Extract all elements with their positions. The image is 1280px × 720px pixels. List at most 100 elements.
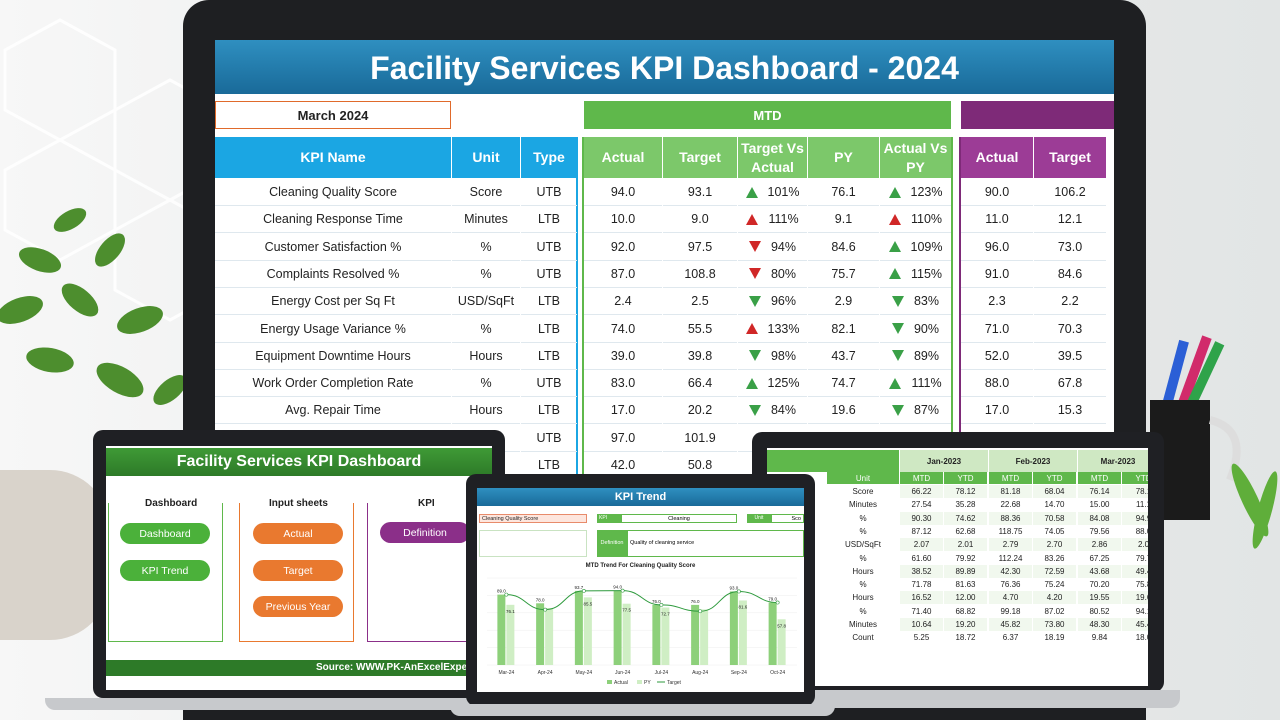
kpi-row-unit-text: % — [480, 321, 492, 336]
actual-button[interactable]: Actual — [253, 523, 343, 544]
sheet-unit-cell: Minutes — [848, 620, 877, 629]
chart-bar-actual — [652, 604, 661, 665]
kpi-row-ytd-actual-text: 2.3 — [988, 294, 1006, 309]
dashboard-button[interactable]: Dashboard — [120, 523, 210, 544]
kpi-row-4-tva: 96% — [738, 288, 807, 316]
sheet-value-cell: 88.36 — [989, 511, 1032, 525]
kpi-row-3-unit: % — [452, 261, 520, 288]
kpi-row-7-py: 74.7 — [808, 370, 879, 398]
sheet-value-cell: 84.08 — [1078, 511, 1121, 525]
kpi-row-type-text: UTB — [536, 239, 562, 254]
kpi-row-type-text: LTB — [538, 403, 560, 418]
arrow-down-icon — [891, 295, 904, 307]
chart-bar-py — [777, 619, 786, 665]
chart-bar-actual — [497, 594, 506, 665]
kpi-row-6-avp: 89% — [880, 343, 951, 370]
kpi-row-3-ytd-target: 84.6 — [1034, 261, 1106, 288]
kpi-row-unit-text: Hours — [469, 403, 503, 418]
kpi-row-ytd-target-text: 67.8 — [1057, 376, 1083, 391]
kpi-row-py-text: 19.6 — [831, 403, 856, 418]
chart-data-label: 94.0 — [613, 585, 622, 590]
kpi-row-8-unit: Hours — [452, 397, 520, 425]
sheet-value-cell: 112.24 — [989, 551, 1032, 565]
sheet-unit-cell: Count — [852, 633, 874, 643]
kpi-row-py-text: 76.1 — [831, 185, 856, 199]
nav-group-kpi-label: KPI — [414, 498, 439, 509]
sheet-value-cell: 4.70 — [989, 591, 1032, 605]
kpi-row-actual-text: 92.0 — [610, 239, 636, 254]
chart-x-tick: May-24 — [576, 670, 593, 676]
sheet-value-cell: 75.24 — [1033, 578, 1076, 592]
sheet-value-cell: 42.30 — [989, 564, 1032, 578]
kpi-row-py-text: 9.1 — [834, 212, 853, 227]
kpi-row-0-unit: Score — [452, 179, 520, 206]
chart-target-point — [698, 609, 703, 614]
sheet-month-feb: Feb-2023 — [989, 450, 1077, 472]
kpi-row-5-ytd-actual: 71.0 — [961, 316, 1033, 343]
kpi-row-actual-text: 2.4 — [614, 294, 632, 309]
kpi-row-ytd-target-text: 39.5 — [1057, 348, 1083, 363]
kpi-row-4-ytd-actual: 2.3 — [961, 288, 1033, 316]
arrow-down-icon — [748, 268, 761, 280]
dashboard-title: Facility Services KPI Dashboard - 2024 — [215, 40, 1114, 94]
sheet-header-mtd: MTD — [989, 472, 1032, 484]
kpi-row-6-type: LTB — [521, 343, 577, 370]
kpi-row-5-unit: % — [452, 316, 520, 343]
nav-screen: Facility Services KPI Dashboard Dashboar… — [106, 446, 492, 690]
kpi-row-actual-text: 97.0 — [610, 430, 636, 445]
kpi-row-tva-text: 133% — [767, 321, 800, 336]
kpi-row-kpi-text: Work Order Completion Rate — [252, 376, 414, 391]
kpi-row-6-target: 39.8 — [663, 343, 737, 370]
kpi-group-value: Cleaning — [621, 514, 737, 523]
kpi-row-2-type: UTB — [521, 234, 577, 261]
month-selector[interactable]: March 2024 — [215, 101, 451, 129]
legend-py-swatch — [637, 680, 642, 684]
kpi-row-5-tva: 133% — [738, 316, 807, 343]
kpi-row-ytd-actual-text: 17.0 — [984, 403, 1010, 418]
kpi-row-avp-text: 87% — [913, 403, 940, 418]
definition-button[interactable]: Definition — [380, 522, 470, 543]
kpi-row-type-text: LTB — [538, 321, 560, 336]
kpi-row-unit-text: USD/SqFt — [457, 294, 515, 309]
unit-label: Unit — [747, 514, 771, 523]
sheet-value-cell: 78.12 — [944, 485, 987, 498]
sheet-unit-cell: % — [859, 606, 867, 616]
chart-bar-actual — [574, 590, 583, 665]
kpi-row-type-text: UTB — [536, 430, 562, 445]
kpi-row-unit-text: Minutes — [464, 212, 508, 227]
kpi-row-1-kpi: Cleaning Response Time — [215, 206, 451, 234]
ytd-section-bar — [961, 101, 1114, 129]
chart-x-tick: Oct-24 — [770, 670, 785, 676]
trend-blank-box — [479, 530, 587, 557]
sheet-value-cell: 49.4 — [1122, 564, 1148, 578]
previous-year-button[interactable]: Previous Year — [253, 596, 343, 617]
kpi-row-0-tva: 101% — [738, 179, 807, 206]
kpi-row-7-unit: % — [452, 370, 520, 398]
sheet-value-cell: 76.14 — [1078, 485, 1121, 498]
kpi-row-tva-text: 98% — [770, 348, 797, 363]
sheet-value-cell: 70.58 — [1033, 511, 1076, 525]
kpi-row-target-text: 2.5 — [691, 294, 709, 309]
kpi-row-ytd-actual-text: 71.0 — [984, 321, 1010, 336]
chart-target-point — [736, 589, 741, 594]
kpi-name-select[interactable]: Cleaning Quality Score — [479, 514, 587, 523]
kpi-row-ytd-target-text: 70.3 — [1057, 321, 1083, 336]
sheet-month-mar: Mar-2023 — [1078, 450, 1148, 472]
sheet-value-cell: 48.30 — [1078, 618, 1121, 631]
sheet-unit-cell: % — [859, 526, 867, 536]
sheet-value-cell: 88.0 — [1122, 524, 1148, 538]
kpi-row-8-avp: 87% — [880, 397, 951, 425]
kpi-row-unit-text: % — [480, 376, 492, 391]
chart-bar-actual — [613, 590, 622, 665]
sheet-value-cell: 78.1 — [1122, 485, 1148, 498]
kpi-row-py-text: 2.9 — [834, 294, 853, 309]
kpi-row-7-ytd-actual: 88.0 — [961, 370, 1033, 398]
chart-x-tick: Apr-24 — [538, 670, 553, 676]
target-button[interactable]: Target — [253, 560, 343, 581]
chart-title: MTD Trend For Cleaning Quality Score — [585, 563, 696, 569]
kpi-trend-button[interactable]: KPI Trend — [120, 560, 210, 581]
kpi-row-target-text: 39.8 — [687, 348, 713, 363]
kpi-row-2-py: 84.6 — [808, 234, 879, 261]
kpi-row-2-tva: 94% — [738, 234, 807, 261]
chart-x-tick: Jun-24 — [615, 670, 631, 676]
